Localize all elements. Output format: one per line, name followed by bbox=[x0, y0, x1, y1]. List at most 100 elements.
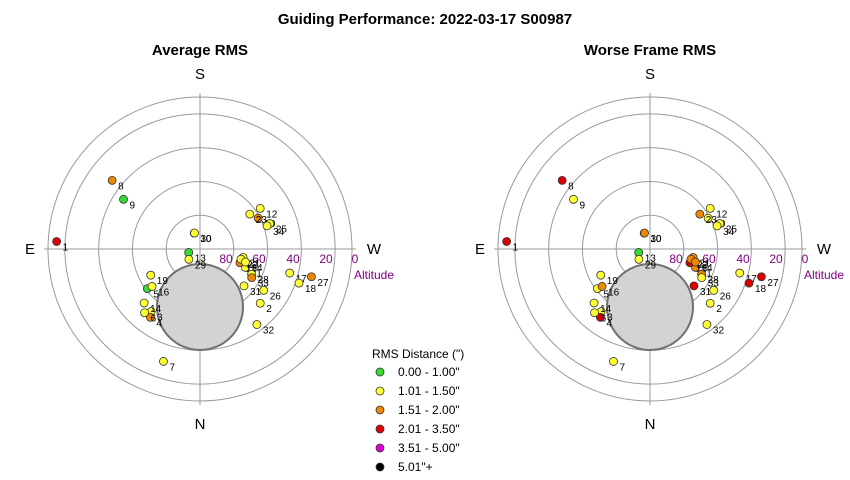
data-point: 34 bbox=[262, 221, 285, 238]
data-point: 30 bbox=[640, 228, 662, 245]
data-point-marker bbox=[744, 278, 754, 288]
data-point-marker bbox=[703, 213, 713, 223]
data-point: 1 bbox=[52, 237, 69, 253]
data-point: 16 bbox=[597, 282, 620, 298]
altitude-tick-label: 20 bbox=[769, 252, 783, 266]
data-point-label: 8 bbox=[568, 181, 574, 192]
data-point: 12 bbox=[255, 203, 278, 220]
altitude-tick-label: 20 bbox=[319, 252, 333, 266]
data-point-marker bbox=[735, 268, 745, 278]
data-point-label: 22 bbox=[697, 260, 709, 271]
data-point-marker bbox=[709, 285, 719, 295]
data-point-label: 25 bbox=[726, 225, 738, 236]
legend-label: 2.01 - 3.50" bbox=[398, 422, 460, 436]
data-point-marker bbox=[252, 320, 262, 329]
data-point: 2 bbox=[705, 298, 722, 315]
data-point-label: 32 bbox=[713, 326, 725, 337]
data-point-marker bbox=[502, 237, 512, 246]
data-point-label: 11 bbox=[701, 268, 712, 279]
data-point-label: 27 bbox=[767, 278, 779, 289]
legend-entry: 0.00 - 1.00" bbox=[375, 365, 460, 379]
legend-label: 5.01"+ bbox=[398, 460, 433, 474]
data-point-label: 6 bbox=[151, 314, 157, 325]
data-point: 19 bbox=[146, 270, 168, 287]
zenith-blind-spot bbox=[156, 263, 244, 351]
data-point-label: 6 bbox=[601, 314, 607, 325]
data-point: 7 bbox=[609, 357, 625, 373]
data-point-label: 18 bbox=[755, 284, 767, 295]
data-point-marker bbox=[255, 203, 265, 213]
data-point-label: 14 bbox=[600, 304, 612, 315]
data-point-label: 2 bbox=[266, 304, 272, 315]
data-point: 6 bbox=[590, 308, 607, 325]
data-point-marker bbox=[702, 320, 712, 329]
data-point: 24 bbox=[241, 257, 263, 274]
data-point: 26 bbox=[259, 285, 281, 302]
direction-left: E bbox=[25, 241, 35, 258]
data-point-label: 10 bbox=[650, 234, 662, 245]
data-point-marker bbox=[262, 221, 272, 231]
data-point-label: 23 bbox=[706, 215, 718, 226]
data-point: 23 bbox=[245, 209, 268, 226]
data-point-marker bbox=[691, 257, 700, 267]
legend-swatch bbox=[375, 424, 385, 434]
data-point-label: 7 bbox=[169, 362, 175, 373]
altitude-tick-label: 60 bbox=[702, 252, 716, 266]
data-point-marker bbox=[259, 285, 269, 295]
data-point: 9 bbox=[569, 194, 586, 211]
data-point: 32 bbox=[252, 320, 275, 337]
altitude-tick-label: 60 bbox=[252, 252, 266, 266]
data-point: 27 bbox=[307, 272, 329, 289]
data-point-label: 14 bbox=[150, 304, 162, 315]
data-point-label: 8 bbox=[118, 181, 124, 192]
data-point: 34 bbox=[712, 221, 735, 238]
data-point-marker bbox=[119, 194, 128, 204]
data-point-label: 29 bbox=[195, 260, 207, 271]
direction-top: S bbox=[195, 66, 205, 83]
legend-label: 3.51 - 5.00" bbox=[398, 441, 460, 455]
direction-bottom: N bbox=[195, 416, 206, 433]
data-point: 27 bbox=[757, 272, 779, 289]
data-point-label: 1 bbox=[513, 242, 519, 253]
polar-grid: 80 60 40 20 0 bbox=[494, 93, 809, 405]
data-point-marker bbox=[757, 272, 766, 282]
legend-title: RMS Distance (") bbox=[372, 347, 464, 361]
data-point-marker bbox=[255, 298, 265, 308]
legend-entry: 1.01 - 1.50" bbox=[375, 384, 460, 398]
legend-entry: 5.01"+ bbox=[375, 460, 433, 474]
legend: RMS Distance (") 0.00 - 1.00" 1.01 - 1.50… bbox=[372, 347, 464, 474]
data-point-label: 1 bbox=[63, 242, 69, 253]
figure-title: Guiding Performance: 2022-03-17 S00987 bbox=[278, 11, 572, 28]
data-point-label: 32 bbox=[263, 326, 275, 337]
data-point-label: 15 bbox=[696, 264, 708, 275]
data-point: 6 bbox=[140, 308, 157, 325]
data-point: 4 bbox=[145, 312, 162, 329]
altitude-tick-label: 0 bbox=[352, 252, 359, 266]
data-point-label: 34 bbox=[723, 227, 735, 238]
data-point: 18 bbox=[744, 278, 767, 295]
data-point-marker bbox=[697, 273, 707, 283]
data-point: 24 bbox=[691, 257, 713, 274]
direction-right: W bbox=[817, 241, 832, 258]
data-point-label: 12 bbox=[716, 209, 728, 220]
data-point-marker bbox=[247, 273, 257, 283]
zenith-blind-spot bbox=[606, 263, 694, 351]
data-point-marker bbox=[590, 308, 599, 318]
data-point-label: 13 bbox=[645, 253, 657, 264]
altitude-tick-label: 80 bbox=[219, 252, 233, 266]
data-point-marker bbox=[589, 298, 599, 308]
data-point-label: 21 bbox=[699, 258, 711, 269]
data-point-marker bbox=[139, 298, 149, 308]
data-point-marker bbox=[184, 254, 194, 264]
data-point: 13 bbox=[184, 248, 206, 264]
legend-swatch bbox=[375, 443, 385, 453]
data-point-label: 23 bbox=[256, 215, 268, 226]
legend-entry: 1.51 - 2.00" bbox=[375, 403, 460, 417]
altitude-axis-label: Altitude bbox=[354, 268, 394, 282]
data-point-label: 3 bbox=[607, 313, 613, 324]
data-point-label: 10 bbox=[200, 234, 212, 245]
data-point-label: 34 bbox=[273, 227, 285, 238]
data-point-marker bbox=[307, 272, 316, 282]
data-point-marker bbox=[147, 282, 157, 291]
data-point-marker bbox=[689, 281, 699, 291]
